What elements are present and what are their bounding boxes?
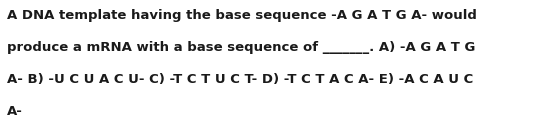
Text: A-: A- [7, 105, 23, 118]
Text: A- B) -U C U A C U- C) -T C T U C T- D) -T C T A C A- E) -A C A U C: A- B) -U C U A C U- C) -T C T U C T- D) … [7, 73, 474, 86]
Text: produce a mRNA with a base sequence of _______. A) -A G A T G: produce a mRNA with a base sequence of _… [7, 41, 475, 54]
Text: A DNA template having the base sequence -A G A T G A- would: A DNA template having the base sequence … [7, 9, 477, 22]
